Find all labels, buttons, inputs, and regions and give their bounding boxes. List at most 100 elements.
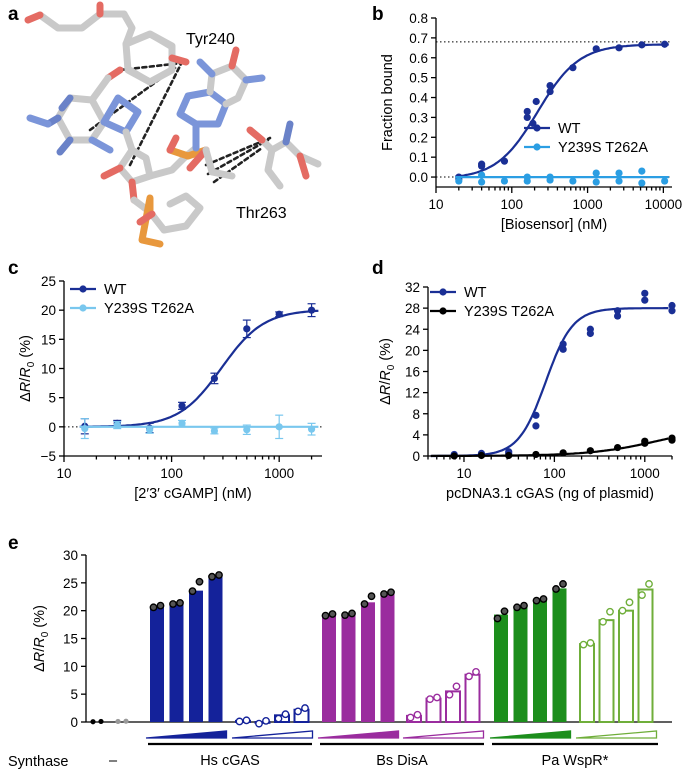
c-legend-marker-0 (79, 285, 87, 293)
b-point-series-0 (546, 87, 554, 96)
e-replicate-point (188, 587, 197, 596)
chart-e-synthases: 0 5 10 15 20 25 30 ΔR/R0 (%) Synthase – Hs cGAS Bs … (8, 548, 672, 769)
e-replicate-point (274, 714, 283, 723)
d-y-tick-label: 12 (405, 386, 420, 401)
e-replicate-point (301, 704, 309, 712)
e-replicate-point (559, 580, 567, 588)
e-control-point (90, 719, 96, 725)
d-y-tick-label: 32 (405, 280, 420, 295)
e-replicate-point (618, 606, 627, 615)
e-control-point (98, 718, 104, 725)
b-point-series-0 (615, 44, 623, 52)
b-point-series-0 (592, 45, 600, 53)
e-replicate-point (281, 710, 290, 719)
d-legend-label-0: WT (464, 285, 487, 301)
c-point-series-1 (113, 421, 121, 429)
b-y-axis-label: Fraction bound (380, 54, 396, 151)
d-x-tick-label: 1000 (630, 466, 660, 481)
c-y-tick-label: 20 (41, 303, 56, 318)
e-bar-2-0 (322, 615, 336, 722)
e-category-label: Bs DisA (376, 753, 428, 769)
b-legend-label-1: Y239S T262A (558, 140, 648, 156)
e-replicate-point (380, 590, 388, 598)
c-x-tick-label: 1000 (264, 466, 294, 481)
e-replicate-point (413, 710, 422, 719)
b-point-series-0 (532, 97, 540, 106)
e-replicate-point (215, 571, 223, 579)
chart-c-cgamp: −5 0 5 10 15 20 25 10 100 1000 [2′3′ cGAMP] (nM) ΔR… (18, 274, 322, 502)
b-x-tick-label: 10 (428, 197, 443, 212)
e-replicate-point (500, 607, 509, 616)
panel-label-c: c (8, 258, 19, 279)
b-point-series-1 (500, 177, 509, 185)
e-replicate-point (586, 639, 595, 647)
e-replicate-point (625, 598, 634, 607)
chart-b-binding: 0.0 0.1 0.2 0.3 0.4 0.5 0.6 0.7 0.8 10 100 1000 1000… (380, 11, 682, 233)
e-replicate-point (328, 610, 337, 618)
c-y-tick-label: 25 (41, 274, 56, 289)
e-replicate-point (645, 580, 653, 588)
c-y-axis-label: ΔR/R0 (%) (18, 335, 37, 402)
c-legend-label-1: Y239S T262A (104, 301, 194, 317)
residue-label-tyr240: Tyr240 (186, 31, 235, 48)
panel-label-b: b (372, 4, 384, 25)
c-fit-curve-0 (79, 309, 319, 428)
d-point-series-1 (559, 449, 567, 457)
e-replicate-point (255, 719, 263, 728)
d-fit-curve-1 (430, 437, 669, 458)
d-point-series-0 (559, 345, 567, 353)
e-y-axis-label: ΔR/R0 (%) (32, 605, 51, 672)
b-point-series-0 (661, 40, 669, 48)
e-replicate-point (367, 592, 376, 601)
e-replicate-point (539, 595, 548, 603)
b-y-tick-label: 0.0 (409, 170, 428, 185)
e-bar-4-2 (533, 599, 547, 722)
b-point-series-1 (592, 169, 600, 177)
b-point-series-1 (523, 173, 531, 181)
c-point-series-0 (307, 306, 316, 314)
b-legend-marker-0 (533, 124, 541, 132)
e-replicate-point (493, 614, 502, 623)
c-point-series-1 (307, 425, 316, 433)
e-replicate-point (176, 598, 184, 607)
c-y-tick-label: 10 (41, 362, 56, 377)
e-replicate-point (606, 607, 614, 616)
d-legend-label-1: Y239S T262A (464, 304, 554, 320)
e-replicate-point (387, 588, 395, 597)
d-y-tick-label: 0 (412, 449, 420, 464)
d-y-tick-label: 24 (405, 322, 421, 337)
e-bar-3-3 (464, 673, 481, 724)
d-y-tick-label: 4 (412, 428, 420, 443)
e-bar-2-1 (341, 614, 356, 722)
d-point-series-0 (532, 422, 540, 430)
b-y-tick-label: 0.2 (409, 130, 428, 145)
b-y-tick-label: 0.6 (409, 51, 428, 66)
d-y-tick-label: 28 (405, 301, 420, 316)
b-point-series-0 (500, 157, 509, 165)
e-category-label: Pa WspR* (542, 753, 609, 769)
c-point-series-0 (178, 402, 186, 410)
b-point-series-0 (523, 107, 531, 116)
e-bar-4-3 (552, 588, 567, 722)
c-x-axis-label: [2′3′ cGAMP] (nM) (134, 486, 251, 502)
tyr240-residue (24, 1, 190, 86)
e-replicate-point (532, 596, 541, 605)
b-point-series-1 (638, 179, 646, 187)
b-point-series-0 (529, 119, 537, 127)
d-fit-curve-0 (430, 307, 669, 458)
e-bar-3-2 (445, 690, 461, 724)
b-point-series-0 (478, 160, 486, 168)
e-y-tick-label: 0 (70, 715, 78, 730)
c-point-series-1 (243, 426, 251, 434)
e-bar-4-0 (494, 614, 508, 722)
b-y-tick-label: 0.7 (409, 31, 428, 46)
e-bar-0-0 (150, 606, 164, 722)
e-y-tick-label: 10 (63, 659, 78, 674)
e-concentration-wedge (402, 730, 485, 739)
d-point-series-0 (532, 411, 540, 419)
b-point-series-1 (478, 171, 486, 179)
e-replicate-point (195, 577, 204, 586)
e-concentration-wedge (317, 730, 400, 739)
b-y-tick-label: 0.4 (409, 91, 428, 106)
e-bar-5-1 (598, 619, 615, 724)
